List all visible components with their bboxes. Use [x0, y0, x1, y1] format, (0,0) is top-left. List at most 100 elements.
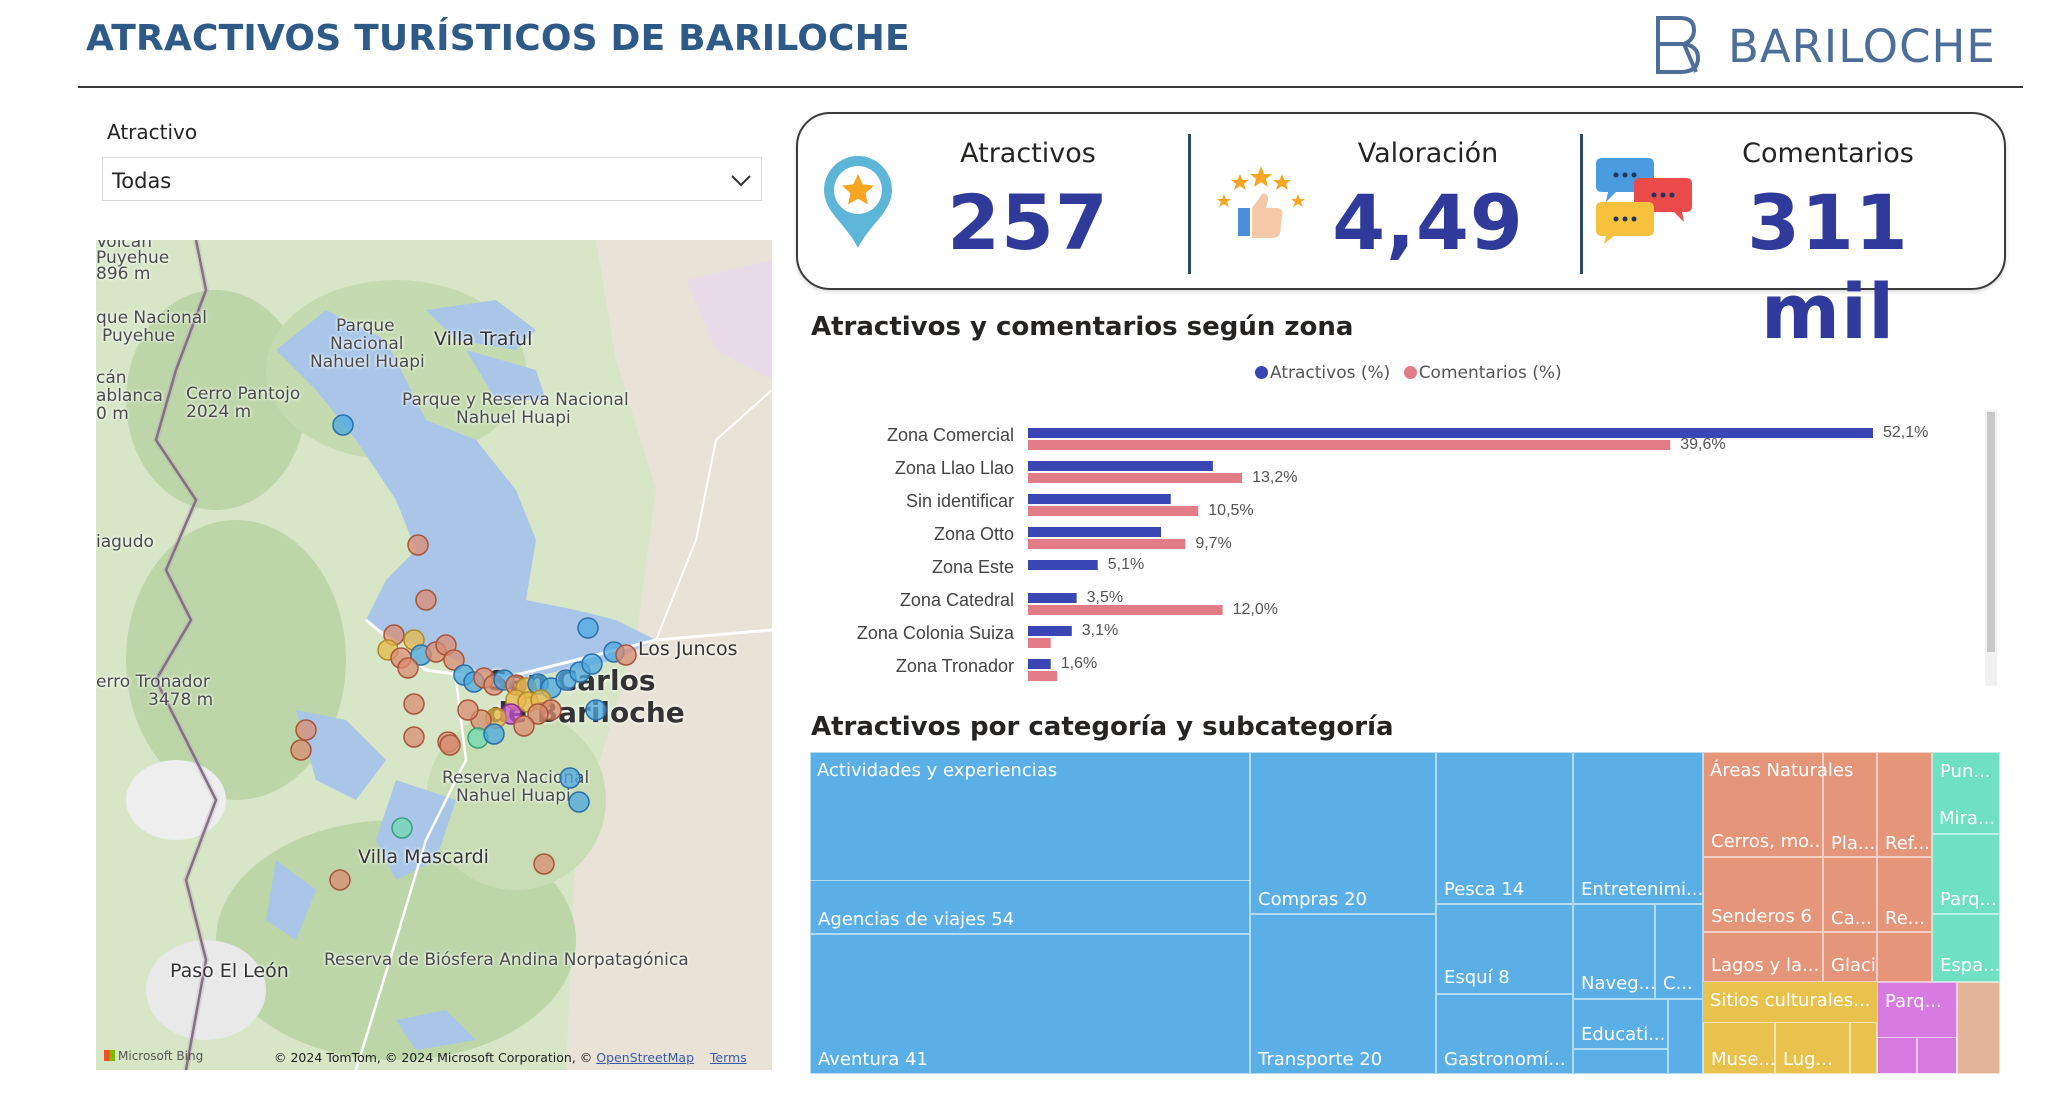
- treemap-tile[interactable]: [1668, 999, 1703, 1074]
- bar-category-label: Zona Colonia Suiza: [857, 623, 1015, 643]
- map-label: Nahuel Huapi: [310, 352, 425, 372]
- treemap-tile[interactable]: Senderos 6: [1703, 857, 1823, 932]
- treemap-tile[interactable]: [1877, 1037, 1917, 1074]
- treemap-tile-label: Re...: [1885, 908, 1925, 929]
- map-point[interactable]: [332, 414, 354, 436]
- map-point[interactable]: [568, 791, 590, 813]
- treemap-tile[interactable]: Lug...: [1775, 1022, 1850, 1074]
- treemap-tile[interactable]: [1917, 1037, 1957, 1074]
- treemap-tile[interactable]: Gastronomí...: [1436, 994, 1573, 1074]
- atractivo-dropdown[interactable]: Todas: [102, 157, 762, 201]
- bar-comentarios[interactable]: [1028, 671, 1058, 681]
- map-label: Puyehue: [102, 326, 176, 346]
- chart-scrollbar[interactable]: [1985, 410, 1997, 686]
- treemap-tile[interactable]: Compras 20: [1250, 752, 1436, 914]
- treemap-tile[interactable]: Pesca 14: [1436, 752, 1573, 904]
- bar-atractivos[interactable]: [1028, 659, 1051, 669]
- bar-atractivos[interactable]: [1028, 626, 1072, 636]
- treemap-tile-label: Ref...: [1885, 833, 1930, 854]
- map-point[interactable]: [533, 853, 555, 875]
- legend-comentarios[interactable]: Comentarios (%): [1418, 363, 1562, 383]
- treemap-tile[interactable]: [1957, 982, 2000, 1074]
- bar-comentarios[interactable]: [1028, 473, 1243, 483]
- bar-atractivos[interactable]: [1028, 527, 1161, 537]
- treemap-group-label: Parq...: [1885, 991, 1942, 1012]
- treemap-group-parques[interactable]: Parq...: [1877, 982, 1957, 1074]
- chart-legend: Atractivos (%) Comentarios (%): [1255, 363, 1562, 383]
- treemap-tile[interactable]: Entretenimi...: [1573, 752, 1703, 904]
- map-point[interactable]: [415, 589, 437, 611]
- treemap-tile-label: Pla...: [1831, 833, 1876, 854]
- map-point[interactable]: [581, 653, 603, 675]
- treemap-tile-label: Glaci...: [1831, 955, 1876, 976]
- scrollbar-thumb[interactable]: [1987, 412, 1995, 652]
- treemap-tile[interactable]: Mira...: [1932, 780, 2000, 834]
- map-point[interactable]: [397, 657, 419, 679]
- map-point[interactable]: [483, 723, 505, 745]
- map-point[interactable]: [615, 644, 637, 666]
- bar-atractivos[interactable]: [1028, 461, 1213, 471]
- map-point[interactable]: [391, 817, 413, 839]
- bar-comentarios[interactable]: [1028, 506, 1199, 516]
- treemap-tile[interactable]: Naveg...: [1573, 904, 1655, 999]
- treemap-group-puntos[interactable]: Pun...: [1932, 752, 2000, 834]
- treemap-tile[interactable]: Esquí 8: [1436, 904, 1573, 994]
- treemap-tile-label: Lug...: [1783, 1049, 1833, 1070]
- treemap-tile[interactable]: Transporte 20: [1250, 914, 1436, 1074]
- treemap-group-actividades[interactable]: Actividades y experiencias: [810, 752, 1250, 1074]
- bar-comentarios[interactable]: [1028, 605, 1223, 615]
- treemap-tile[interactable]: Muse...: [1703, 1022, 1775, 1074]
- treemap-tile[interactable]: Cerros, mo...: [1703, 752, 1823, 857]
- treemap-tile[interactable]: Re...: [1877, 857, 1932, 932]
- map-point[interactable]: [329, 869, 351, 891]
- treemap-tile-label: Pesca 14: [1444, 879, 1525, 900]
- treemap-tile[interactable]: Ca...: [1823, 857, 1877, 932]
- bar-comentarios[interactable]: [1028, 638, 1051, 648]
- map-point[interactable]: [513, 715, 535, 737]
- treemap-tile[interactable]: [1850, 1022, 1877, 1074]
- map-point[interactable]: [295, 719, 317, 741]
- kpi-divider: [1188, 134, 1191, 274]
- map-point[interactable]: [585, 699, 607, 721]
- treemap-tile[interactable]: C...: [1655, 904, 1703, 999]
- map-label: 896 m: [96, 264, 151, 284]
- legend-atractivos[interactable]: Atractivos (%): [1270, 363, 1391, 383]
- treemap-tile[interactable]: Espa...: [1932, 914, 2000, 982]
- treemap-tile[interactable]: [1877, 932, 1932, 982]
- map-point[interactable]: [527, 703, 549, 725]
- treemap-tile[interactable]: Glaci...: [1823, 932, 1877, 982]
- map-point[interactable]: [290, 739, 312, 761]
- bar-atractivos[interactable]: [1028, 428, 1873, 438]
- treemap-group-label: Sitios culturales...: [1710, 990, 1871, 1011]
- treemap-tile[interactable]: [1573, 1049, 1668, 1074]
- map-point[interactable]: [439, 734, 461, 756]
- map-point[interactable]: [407, 534, 429, 556]
- map-point[interactable]: [443, 649, 465, 671]
- treemap-tile-label: Educati...: [1581, 1024, 1666, 1045]
- bar-atractivos[interactable]: [1028, 560, 1098, 570]
- bar-comentarios[interactable]: [1028, 440, 1671, 450]
- treemap-group-areas-naturales[interactable]: Áreas Naturales: [1703, 752, 1877, 982]
- treemap-group-label: Áreas Naturales: [1710, 760, 1854, 781]
- treemap-tile[interactable]: Agencias de viajes 54: [810, 752, 1250, 934]
- bar-data-label: 39,6%: [1680, 436, 1725, 453]
- treemap-tile[interactable]: Lagos y la...: [1703, 932, 1823, 982]
- map-point[interactable]: [457, 699, 479, 721]
- map-point[interactable]: [577, 617, 599, 639]
- treemap-tile[interactable]: Pla...: [1823, 752, 1877, 857]
- map-point[interactable]: [403, 726, 425, 748]
- treemap-tile[interactable]: Aventura 41: [810, 934, 1250, 1074]
- bar-atractivos[interactable]: [1028, 593, 1077, 603]
- bar-comentarios[interactable]: [1028, 539, 1186, 549]
- openstreetmap-link[interactable]: OpenStreetMap: [596, 1050, 695, 1065]
- terms-link[interactable]: Terms: [709, 1050, 747, 1065]
- bar-atractivos[interactable]: [1028, 494, 1171, 504]
- treemap-tile[interactable]: Educati...: [1573, 999, 1668, 1049]
- treemap-tile[interactable]: Ref...: [1877, 752, 1932, 857]
- map-label: iagudo: [96, 532, 154, 552]
- map-visual[interactable]: Volcán Puyehue 896 m que Nacional Puyehu…: [96, 240, 772, 1070]
- treemap-tile[interactable]: Parq...: [1932, 834, 2000, 914]
- map-point[interactable]: [559, 767, 581, 789]
- map-point[interactable]: [403, 693, 425, 715]
- treemap-group-sitios-culturales[interactable]: Sitios culturales...: [1703, 982, 1877, 1074]
